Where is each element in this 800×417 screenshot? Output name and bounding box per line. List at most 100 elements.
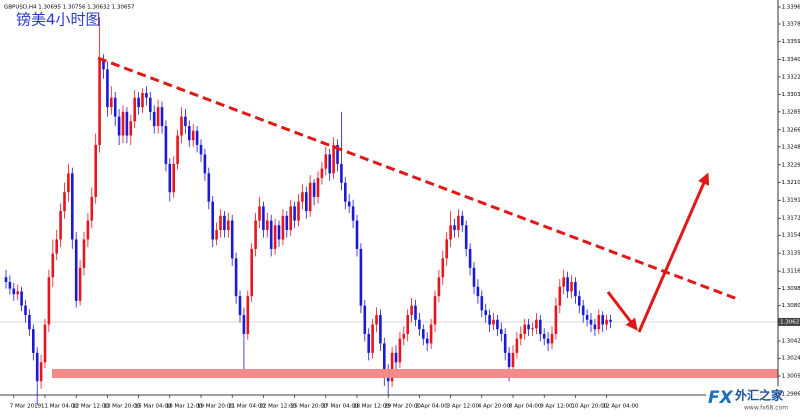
candle-body [574,282,577,296]
y-tick-label: 1.33405 [782,57,800,63]
candle-body [430,325,433,344]
candle-body [496,320,499,329]
watermark-name: 外汇之家 [735,388,784,403]
y-tick-label: 1.33595 [782,39,800,45]
candle-body [83,239,86,267]
candle-body [122,112,125,136]
y-tick-label: 1.32660 [782,127,800,133]
candle-body [594,325,597,330]
candle-body [106,69,109,107]
candle-body [266,221,269,230]
y-tick-label: 1.31355 [782,251,800,257]
candle-body [118,117,121,136]
candle-body [438,277,441,296]
candle-body [325,154,328,168]
candle-body [91,197,94,221]
candle-body [371,325,374,353]
candle-body [250,249,253,296]
x-tick-label: 2 Apr 04:00 [415,404,448,410]
candle-body [399,339,402,363]
y-tick-label: 1.31165 [782,269,800,275]
candle-body [5,277,8,282]
candle-body [410,306,413,315]
candle-body [52,254,55,278]
candle-body [442,258,445,277]
candle-body [130,121,133,135]
candle-body [286,216,289,230]
candle-body [527,325,530,330]
candle-body [184,117,187,126]
y-tick-label: 1.31545 [782,233,800,239]
candle-body [321,169,324,178]
candle-body [48,277,51,324]
candle-body [348,202,351,207]
candle-body [375,315,378,324]
candle-body [559,287,562,306]
candle-body [352,206,355,220]
candle-body [24,306,27,315]
y-tick-label: 1.30425 [782,339,800,345]
candle-body [500,329,503,334]
candle-body [309,183,312,211]
candle-body [434,296,437,324]
candle-body [551,334,554,343]
candle-body [364,306,367,334]
candle-body [254,221,257,249]
x-tick-label: 9 Apr 12:00 [540,404,573,410]
candle-body [535,320,538,329]
candle-body [328,154,331,173]
candle-body [609,320,612,322]
candle-body [227,221,230,230]
x-tick-label: 3 Apr 12:00 [447,404,480,410]
candle-body [172,164,175,192]
candle-body [395,353,398,362]
candle-body [488,315,491,324]
candle-body [601,315,604,324]
candle-body [223,216,226,230]
candle-body [317,178,320,197]
candle-body [165,126,168,164]
candle-body [586,315,589,320]
candle-body [473,268,476,287]
candle-body [598,315,601,329]
y-tick-label: 1.32105 [782,180,800,186]
candle-body [28,315,31,329]
candle-body [59,211,62,239]
candle-body [340,164,343,183]
candle-body [16,291,19,294]
y-tick-label: 1.32480 [782,144,800,150]
candle-body [383,343,386,371]
chart-title: 镑美4小时图 [16,11,101,29]
candle-body [414,306,417,320]
candle-body [126,112,129,136]
candle-body [196,131,199,145]
candle-body [289,206,292,230]
candle-body [523,325,526,334]
candle-body [379,315,382,343]
candle-body [239,296,242,315]
candle-body [356,221,359,249]
candle-body [180,117,183,136]
y-tick-label: 1.33960 [782,4,800,10]
candle-body [426,339,429,344]
y-tick-label: 1.30980 [782,286,800,292]
candle-body [13,289,16,295]
candle-body [477,287,480,296]
candle-body [313,183,316,197]
candle-body [469,249,472,268]
candle-body [418,320,421,329]
x-tick-label: 4 Apr 20:00 [478,404,511,410]
candle-body [110,98,113,107]
candle-body [75,239,78,300]
candle-body [79,268,82,301]
candle-body [449,225,452,239]
y-tick-label: 1.31915 [782,198,800,204]
candle-body [169,164,172,192]
candle-body [211,202,214,240]
candle-body [516,339,519,353]
candle-body [40,362,43,381]
watermark: FX 外汇之家 www.fx68.com [706,386,798,412]
candle-body [161,107,164,126]
